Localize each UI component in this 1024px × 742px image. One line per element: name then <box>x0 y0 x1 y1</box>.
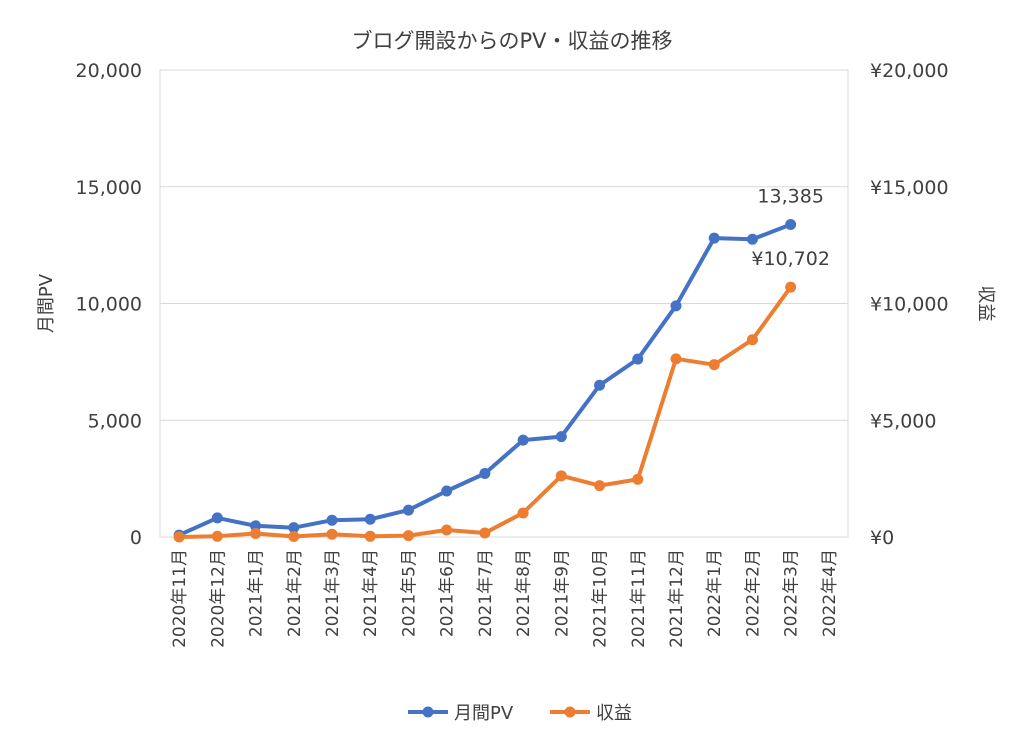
data-point <box>441 524 453 536</box>
category-tick-label: 2021年11月 <box>629 549 649 648</box>
data-point <box>708 359 720 371</box>
data-point <box>785 281 797 293</box>
legend-label: 月間PV <box>454 703 514 724</box>
data-point <box>402 530 414 542</box>
category-tick-label: 2021年6月 <box>438 549 458 637</box>
data-point <box>670 300 682 312</box>
data-point <box>364 530 376 542</box>
category-tick-label: 2021年10月 <box>591 549 611 648</box>
data-point <box>670 353 682 365</box>
gridlines <box>159 69 849 538</box>
series-line <box>177 285 793 539</box>
chart-title: ブログ開設からのPV・収益の推移 <box>351 29 672 53</box>
data-point <box>211 512 223 524</box>
right-tick-label: ¥15,000 <box>870 177 949 199</box>
series-2 <box>173 281 797 543</box>
data-point <box>288 531 300 543</box>
category-tick-label: 2021年12月 <box>667 549 687 648</box>
data-point <box>555 470 567 482</box>
left-axis-label: 月間PV <box>36 273 57 333</box>
data-point <box>746 233 758 245</box>
series-line <box>177 222 793 538</box>
data-point <box>785 218 797 230</box>
right-tick-label: ¥10,000 <box>870 294 949 316</box>
data-point <box>517 434 529 446</box>
legend-item-1: 月間PV <box>408 703 514 724</box>
legend-marker <box>564 706 576 718</box>
left-tick-label: 0 <box>130 527 142 549</box>
category-tick-label: 2022年1月 <box>705 549 725 637</box>
data-point <box>364 513 376 525</box>
category-tick-label: 2022年2月 <box>743 549 763 637</box>
data-point <box>250 520 262 532</box>
data-point <box>288 522 300 534</box>
category-tick-label: 2020年12月 <box>208 549 228 648</box>
axes: 0 ¥0 5,000 ¥5,000 10,000 ¥10,000 15,000 ¥15,000… <box>76 60 949 648</box>
end-value-label: ¥10,702 <box>751 248 830 270</box>
data-point <box>594 379 606 391</box>
right-tick-label: ¥20,000 <box>870 60 949 82</box>
data-point <box>746 334 758 346</box>
data-point <box>594 480 606 492</box>
data-point <box>326 514 338 526</box>
series <box>173 218 797 543</box>
category-tick-label: 2021年5月 <box>399 549 419 637</box>
data-point <box>479 527 491 539</box>
data-point <box>250 527 262 539</box>
plot-frame <box>159 69 849 538</box>
data-labels: 13,385 ¥10,702 <box>751 185 830 270</box>
legend-item-2: 収益 <box>550 703 632 724</box>
category-tick-label: 2020年11月 <box>170 549 190 648</box>
category-tick-label: 2021年7月 <box>476 549 496 637</box>
legend-label: 収益 <box>596 703 632 724</box>
data-point <box>708 232 720 244</box>
data-point <box>211 530 223 542</box>
data-point <box>632 473 644 485</box>
data-point <box>326 528 338 540</box>
legend: 月間PV 収益 <box>408 703 632 724</box>
left-tick-label: 10,000 <box>76 294 142 316</box>
category-tick-label: 2021年2月 <box>285 549 305 637</box>
series-1 <box>173 218 797 541</box>
right-tick-label: ¥0 <box>870 527 894 549</box>
data-point <box>517 507 529 519</box>
category-tick-label: 2021年8月 <box>514 549 534 637</box>
category-tick-label: 2021年4月 <box>361 549 381 637</box>
category-tick-label: 2022年4月 <box>820 549 840 637</box>
category-tick-label: 2022年3月 <box>782 549 802 637</box>
data-point <box>632 353 644 365</box>
left-tick-label: 15,000 <box>76 177 142 199</box>
data-point <box>479 467 491 479</box>
category-tick-label: 2021年1月 <box>247 549 267 637</box>
category-tick-label: 2021年3月 <box>323 549 343 637</box>
legend-marker <box>422 706 434 718</box>
left-tick-label: 20,000 <box>76 60 142 82</box>
data-point <box>555 431 567 443</box>
data-point <box>173 531 185 543</box>
left-tick-label: 5,000 <box>88 410 142 432</box>
category-tick-label: 2021年9月 <box>552 549 572 637</box>
end-value-label: 13,385 <box>757 185 823 207</box>
data-point <box>402 504 414 516</box>
right-axis-label: 収益 <box>975 286 996 322</box>
data-point <box>441 485 453 497</box>
right-tick-label: ¥5,000 <box>870 410 936 432</box>
